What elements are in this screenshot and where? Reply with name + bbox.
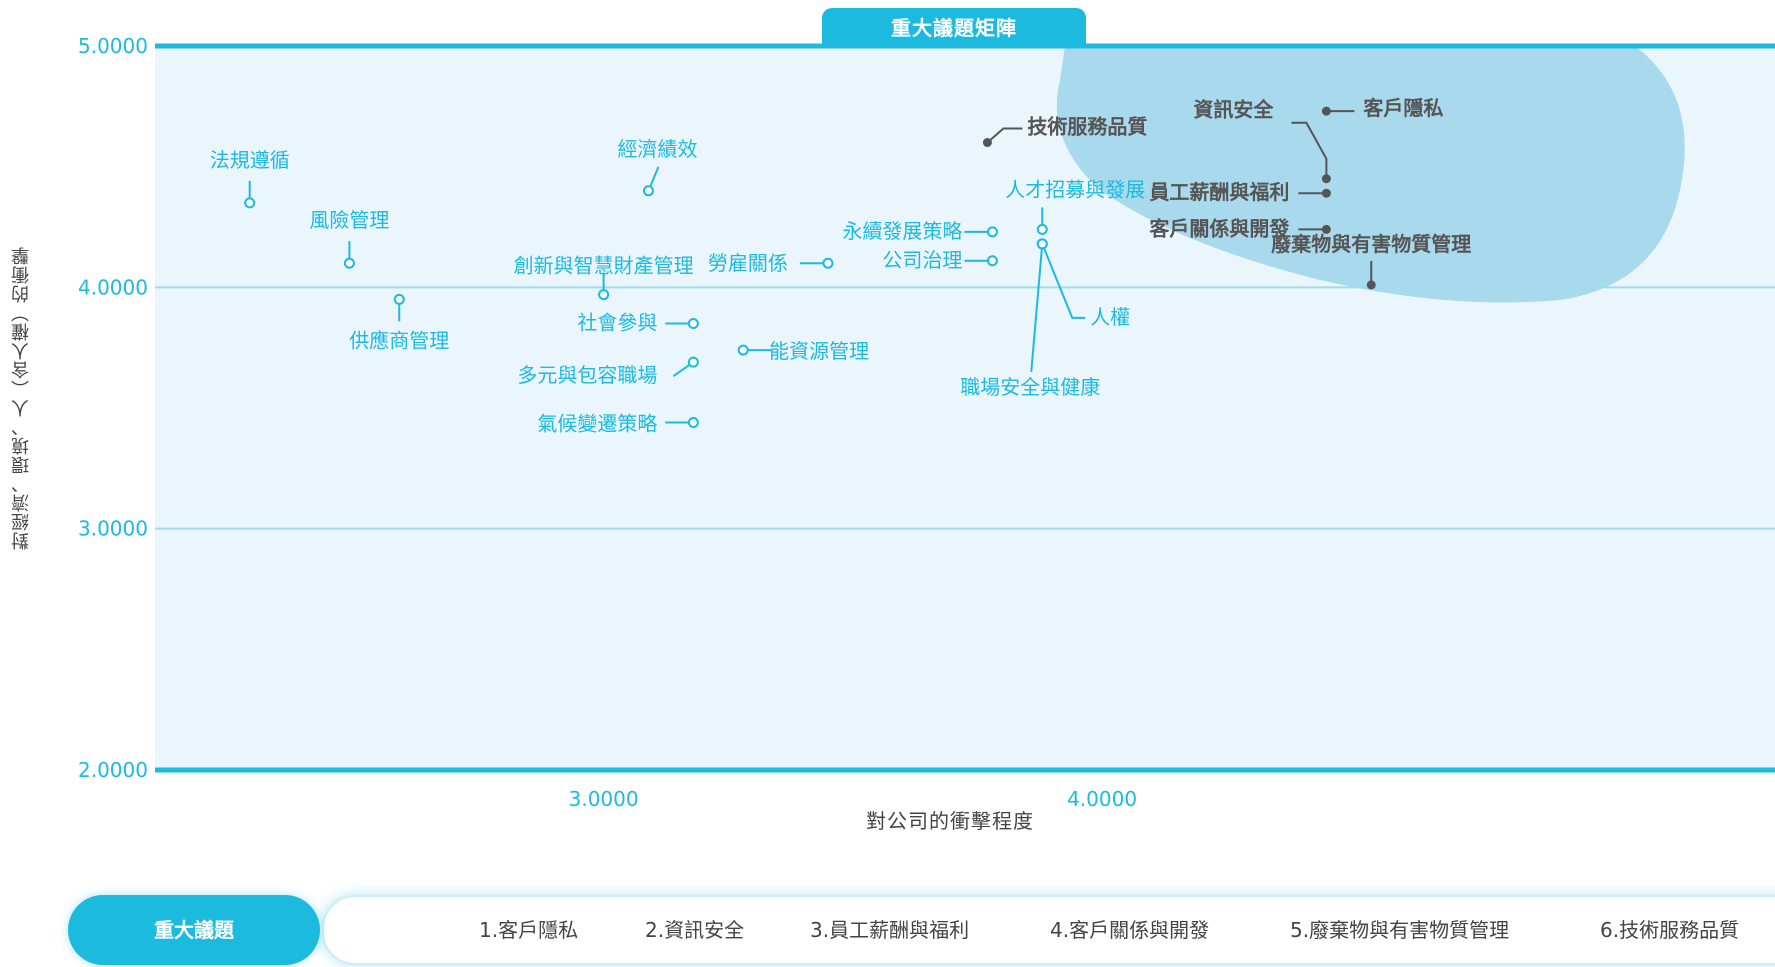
point-label: 永續發展策略 xyxy=(842,219,962,243)
legend-item: 1.客戶隱私 xyxy=(479,918,579,942)
point-label: 能資源管理 xyxy=(769,339,869,363)
point-label: 人才招募與發展 xyxy=(1005,177,1145,201)
legend-item: 6.技術服務品質 xyxy=(1600,918,1740,942)
leader-line xyxy=(986,127,1023,144)
data-point xyxy=(343,257,355,269)
point-label: 社會參與 xyxy=(577,311,657,335)
legend-item: 5.廢棄物與有害物質管理 xyxy=(1290,918,1510,942)
x-axis-label: 對公司的衝擊程度 xyxy=(866,809,1034,833)
data-point xyxy=(1321,188,1331,198)
data-point xyxy=(986,226,998,238)
leader-line xyxy=(1041,243,1086,319)
legend-item: 3.員工薪酬與福利 xyxy=(810,918,970,942)
data-point xyxy=(687,356,699,368)
material-topics-region xyxy=(1056,46,1685,303)
data-point xyxy=(1321,106,1331,116)
y-axis-label-wrap: 對經濟、環境、人（含人權）的衝擊 xyxy=(6,218,38,578)
data-point xyxy=(1321,224,1331,234)
y-tick-label: 4.0000 xyxy=(78,275,148,299)
legend-item: 4.客戶關係與開發 xyxy=(1050,918,1210,942)
data-point xyxy=(393,293,405,305)
data-point xyxy=(1036,238,1048,250)
point-label: 多元與包容職場 xyxy=(517,363,657,387)
data-point xyxy=(986,255,998,267)
data-point xyxy=(1321,174,1331,184)
legend-title: 重大議題 xyxy=(68,895,320,965)
y-tick-label: 3.0000 xyxy=(78,517,148,541)
data-point xyxy=(982,138,992,148)
data-point xyxy=(642,185,654,197)
x-tick-label: 4.0000 xyxy=(1067,787,1137,811)
point-label: 人權 xyxy=(1090,305,1130,329)
point-label: 資訊安全 xyxy=(1193,98,1274,122)
y-axis-label: 對經濟、環境、人（含人權）的衝擊 xyxy=(11,246,32,550)
point-label: 技術服務品質 xyxy=(1027,115,1147,139)
x-tick-label: 3.0000 xyxy=(569,787,639,811)
data-point xyxy=(737,344,749,356)
legend-list: 1.客戶隱私 2.資訊安全 3.員工薪酬與福利 4.客戶關係與開發 5.廢棄物與… xyxy=(322,895,1775,965)
point-label: 風險管理 xyxy=(309,208,389,232)
legend-item: 2.資訊安全 xyxy=(645,918,745,942)
data-point xyxy=(822,257,834,269)
point-label: 勞雇關係 xyxy=(708,251,788,275)
point-label: 員工薪酬與福利 xyxy=(1148,180,1289,204)
material-topics-legend: 1.客戶隱私 2.資訊安全 3.員工薪酬與福利 4.客戶關係與開發 5.廢棄物與… xyxy=(68,893,1775,967)
point-label: 廢棄物與有害物質管理 xyxy=(1271,232,1471,256)
point-label: 職場安全與健康 xyxy=(960,375,1100,399)
data-point xyxy=(598,289,610,301)
leader-line xyxy=(1030,243,1044,372)
data-point xyxy=(687,318,699,330)
point-label: 氣候變遷策略 xyxy=(537,411,657,435)
data-point xyxy=(1036,223,1048,235)
y-tick-label: 5.0000 xyxy=(78,34,148,58)
leader-line xyxy=(1291,121,1328,179)
point-label: 經濟績效 xyxy=(617,137,697,161)
chart-title: 重大議題矩陣 xyxy=(822,8,1086,48)
point-label: 供應商管理 xyxy=(349,328,449,352)
point-label: 法規遵循 xyxy=(210,148,290,172)
point-label: 客戶關係與開發 xyxy=(1148,216,1289,240)
data-point xyxy=(687,416,699,428)
data-point xyxy=(244,197,256,209)
point-label: 創新與智慧財產管理 xyxy=(514,254,694,278)
data-point xyxy=(1366,280,1376,290)
point-label: 公司治理 xyxy=(882,248,962,272)
point-label: 客戶隱私 xyxy=(1362,96,1443,120)
y-tick-label: 2.0000 xyxy=(78,758,148,782)
